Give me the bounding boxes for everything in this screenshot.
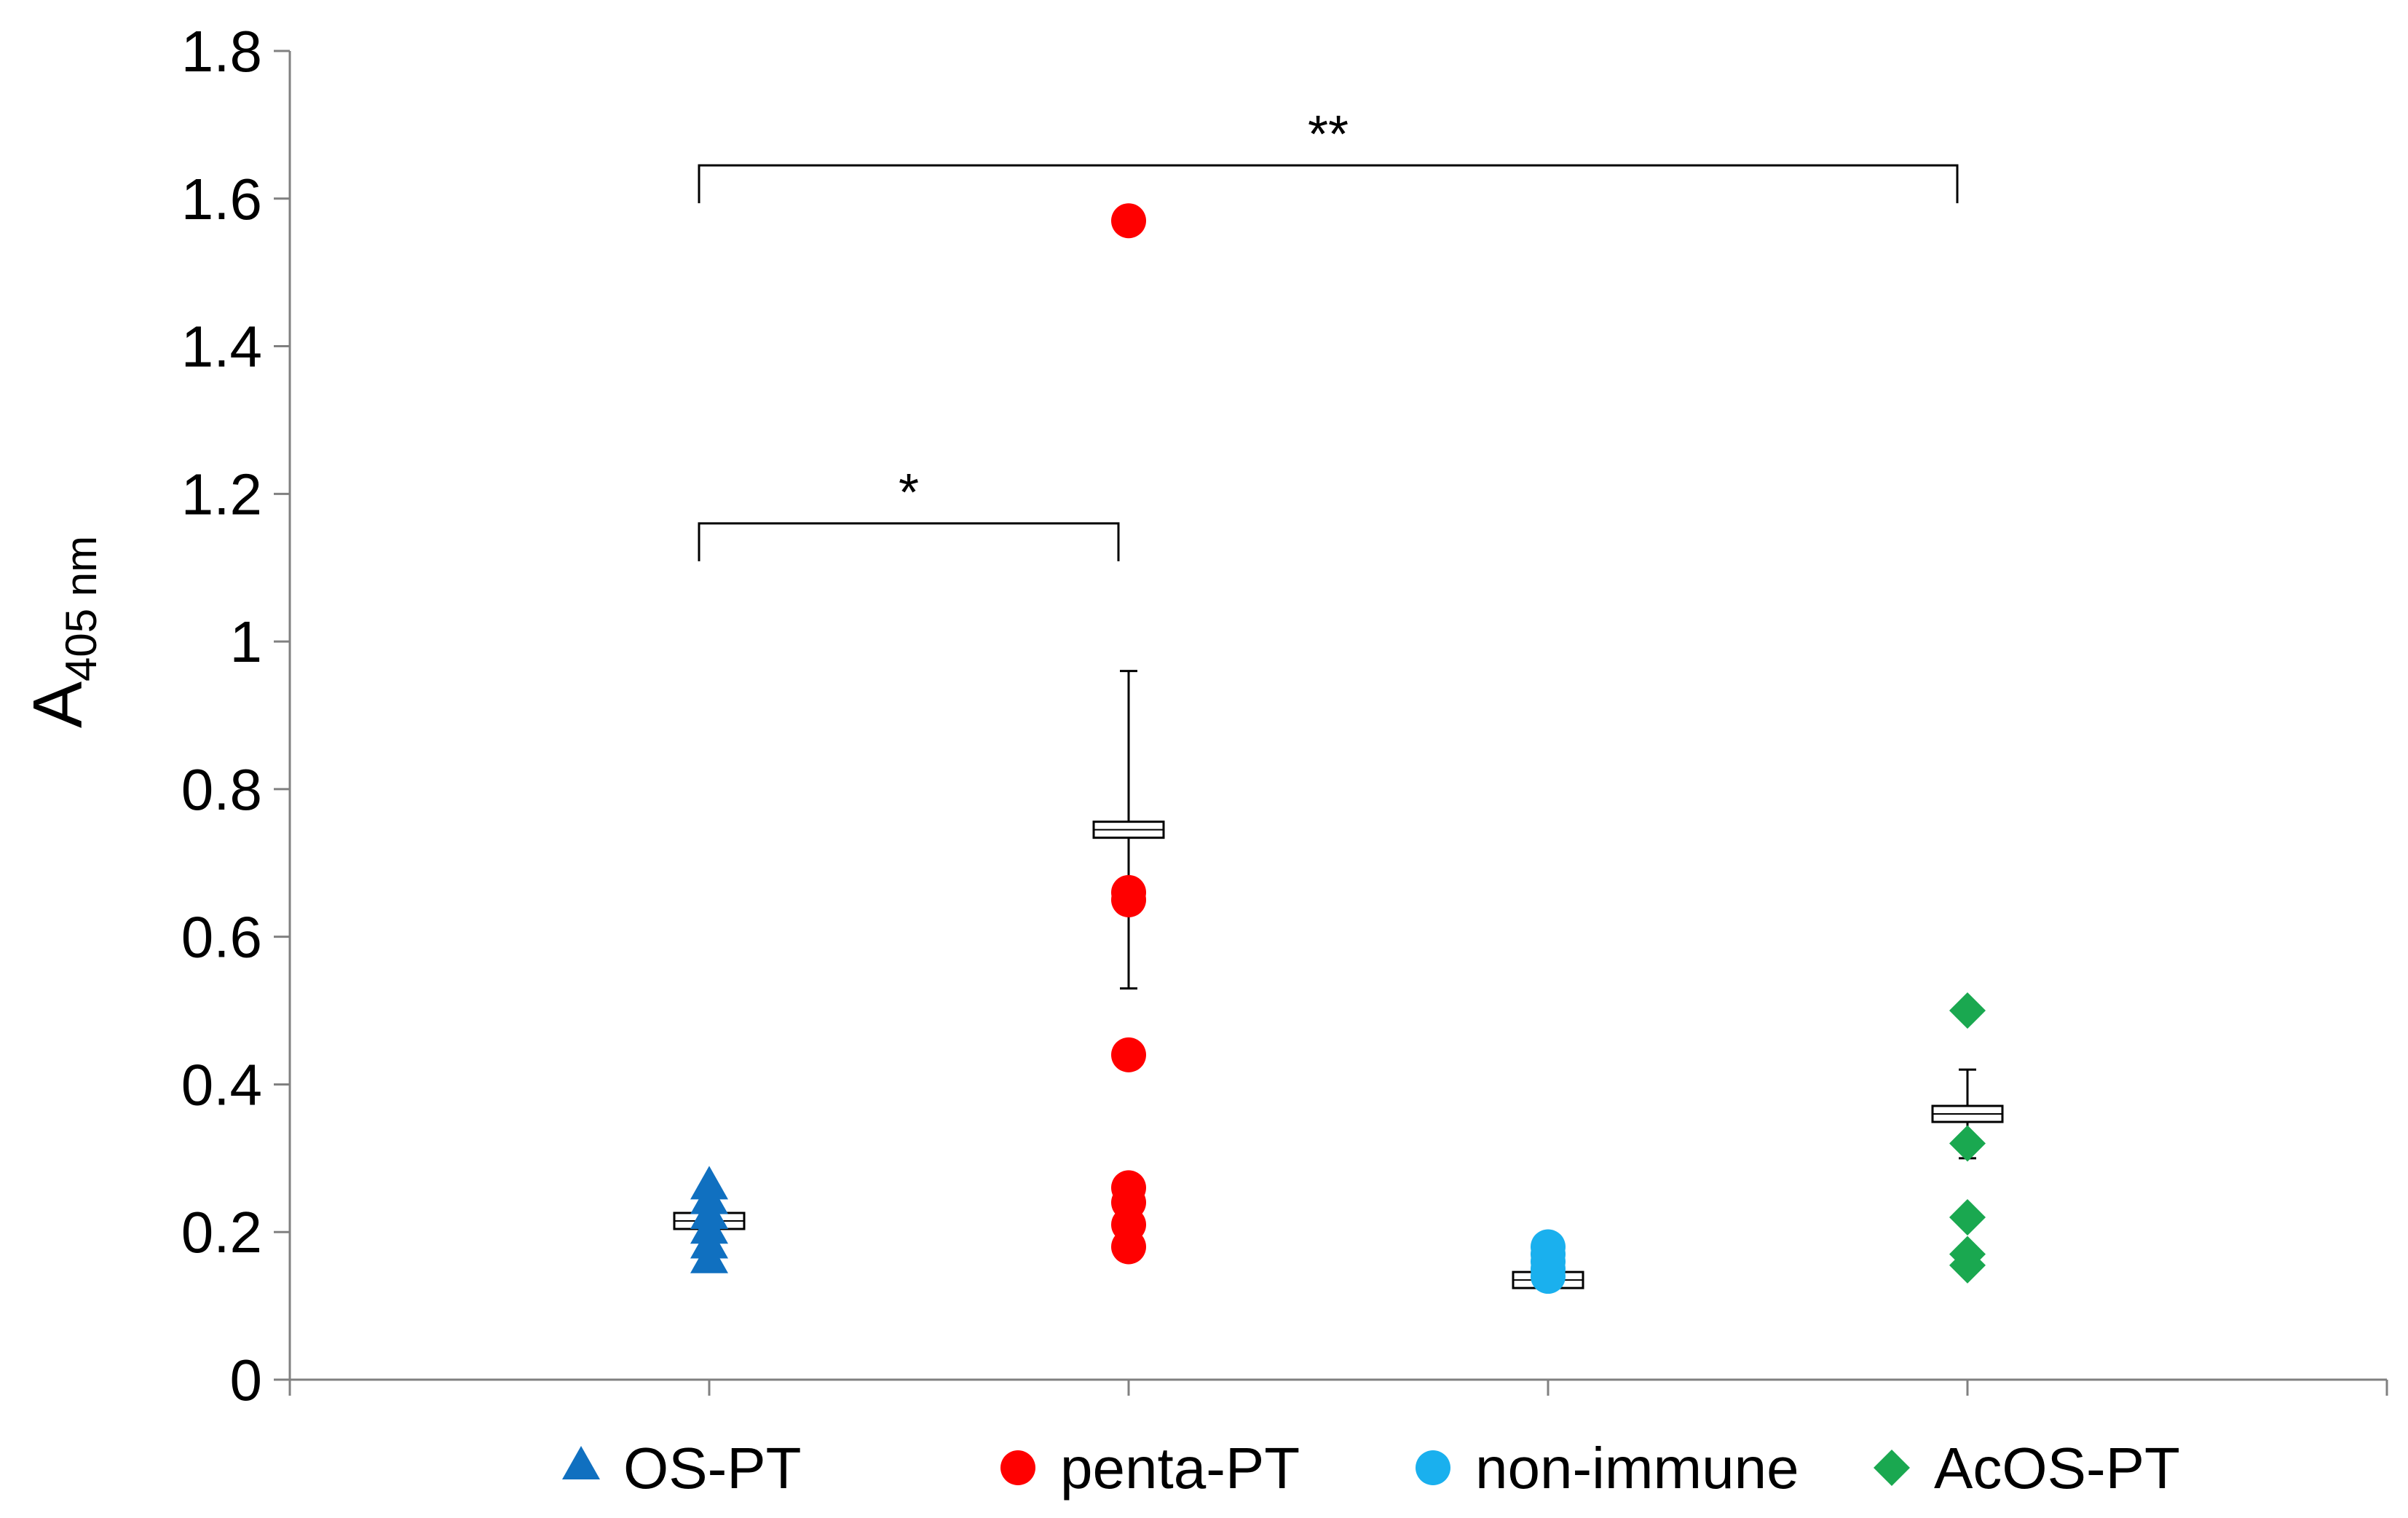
legend-marker-non-immune [1416, 1450, 1450, 1485]
x-axis [288, 1378, 2388, 1396]
legend-marker-acos-pt [1874, 1450, 1910, 1486]
legend-label: OS-PT [623, 1436, 801, 1501]
y-tick-label: 0.8 [181, 757, 262, 822]
y-axis-title: A405 nm [19, 536, 106, 728]
data-point-os-pt [690, 1239, 728, 1273]
legend-label: non-immune [1475, 1436, 1799, 1501]
y-tick-label: 0 [230, 1348, 263, 1412]
legend-label: AcOS-PT [1934, 1436, 2180, 1501]
data-points [690, 203, 1986, 1294]
significance-bracket [698, 522, 1120, 561]
data-point-non-immune [1531, 1259, 1566, 1294]
data-point-penta-pt [1111, 203, 1146, 239]
y-tick-label: 1.6 [181, 167, 262, 232]
significance-label: ** [1308, 106, 1349, 164]
significance-annotations: *** [698, 106, 1959, 561]
data-point-acos-pt [1949, 992, 1986, 1029]
y-tick-label: 1.2 [181, 462, 262, 526]
significance-bracket [698, 164, 1959, 204]
legend-marker-penta-pt [1000, 1450, 1035, 1485]
data-point-penta-pt [1111, 882, 1146, 917]
mean-error-bars [673, 670, 2004, 1289]
legend-label: penta-PT [1060, 1436, 1300, 1501]
legend-marker-os-pt [562, 1446, 600, 1479]
data-point-penta-pt [1111, 1229, 1146, 1265]
data-point-penta-pt [1111, 1037, 1146, 1072]
y-tick-label: 0.6 [181, 905, 262, 970]
data-point-acos-pt [1949, 1246, 1986, 1284]
y-axis-title-subscript: 405 nm [57, 536, 106, 681]
data-point-acos-pt [1949, 1125, 1986, 1162]
y-axis: 0 0.2 0.4 0.6 0.8 1 1.2 1.4 1.6 1.8 [181, 19, 291, 1412]
y-tick-label: 1.4 [181, 315, 262, 379]
y-tick-label: 1 [230, 609, 263, 674]
y-tick-label: 0.4 [181, 1052, 262, 1117]
significance-label: * [899, 464, 919, 522]
y-tick-label: 1.8 [181, 19, 262, 84]
y-axis-title-main: A [19, 681, 97, 728]
data-point-acos-pt [1949, 1198, 1986, 1236]
legend: OS-PT penta-PT non-immune AcOS-PT [562, 1436, 2180, 1501]
y-tick-label: 0.2 [181, 1200, 262, 1265]
